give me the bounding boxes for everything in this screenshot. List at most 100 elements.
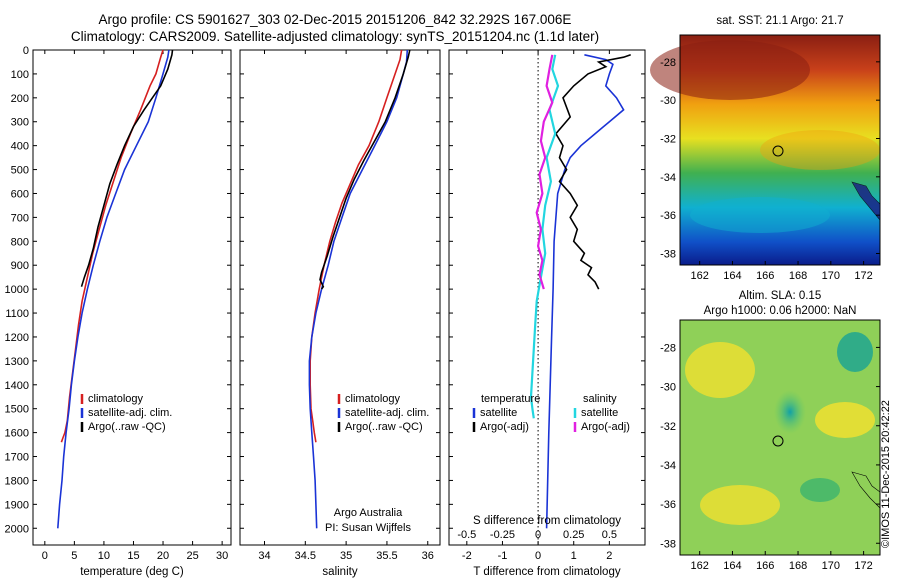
depth-tick-label: 1500 bbox=[5, 404, 29, 416]
temperature-xtick-label: 20 bbox=[157, 550, 169, 562]
salinity-xtick-label: 35 bbox=[340, 550, 352, 562]
depth-tick-label: 2000 bbox=[5, 523, 29, 535]
depth-tick-label: 0 bbox=[23, 45, 29, 57]
s-difference-tick-label: -0.25 bbox=[490, 529, 515, 541]
t-difference-tick-label: 1 bbox=[571, 550, 577, 562]
salinity-legend-label: Argo(..raw -QC) bbox=[345, 421, 423, 433]
sst_map-ytick-label: -36 bbox=[660, 210, 676, 222]
salinity-xtick-label: 34 bbox=[258, 550, 270, 562]
figure-title-line2: Climatology: CARS2009. Satellite-adjuste… bbox=[70, 29, 600, 44]
sla-map-subtitle: Argo h1000: 0.06 h2000: NaN bbox=[703, 305, 857, 317]
sla-map: 162 164 166 168 170 172 -28 -30 -32 -34 -36 -38 bbox=[660, 319, 881, 572]
sla_map-xtick-label: 172 bbox=[854, 560, 872, 572]
depth-tick-label: 1900 bbox=[5, 499, 29, 511]
depth-tick-label: 800 bbox=[11, 236, 29, 248]
t-difference-tick-label: 2 bbox=[606, 550, 612, 562]
temperature-xtick-label: 10 bbox=[98, 550, 110, 562]
depth-tick-label: 500 bbox=[11, 165, 29, 177]
legend-header-temperature: temperature bbox=[481, 393, 540, 405]
s-difference-tick-label: 0.25 bbox=[563, 529, 584, 541]
sst_map-ytick-label: -32 bbox=[660, 134, 676, 146]
sla_map-ytick-label: -36 bbox=[660, 499, 676, 511]
sst_map-ytick-label: -28 bbox=[660, 57, 676, 69]
temperature-xtick-label: 30 bbox=[216, 550, 228, 562]
difference-legend-label: Argo(-adj) bbox=[480, 421, 529, 433]
argo-location-marker bbox=[772, 145, 784, 157]
sst_map-ytick-label: -30 bbox=[660, 95, 676, 107]
sst_map-xtick-label: 170 bbox=[822, 270, 840, 282]
salinity-frame bbox=[239, 49, 441, 546]
depth-tick-label: 100 bbox=[11, 69, 29, 81]
imos-timestamp: ©IMOS 11-Dec-2015 20:42:22 bbox=[880, 400, 892, 548]
sst_map-xtick-label: 164 bbox=[723, 270, 741, 282]
temperature-legend-label: climatology bbox=[88, 393, 144, 405]
series-satellite-adj-clim- bbox=[308, 49, 409, 529]
sst_map-ytick-label: -38 bbox=[660, 249, 676, 261]
temperature-legend-label: satellite-adj. clim. bbox=[88, 407, 172, 419]
depth-tick-label: 1000 bbox=[5, 284, 29, 296]
temperature-xtick-label: 0 bbox=[42, 550, 48, 562]
sst-map-title: sat. SST: 21.1 Argo: 21.7 bbox=[716, 15, 844, 27]
depth-tick-label: 600 bbox=[11, 188, 29, 200]
temperature-frame bbox=[32, 49, 232, 546]
legend-header-salinity: salinity bbox=[583, 393, 617, 405]
sst_map-xtick-label: 168 bbox=[789, 270, 807, 282]
depth-tick-label: 400 bbox=[11, 141, 29, 153]
salinity-panel: 34 34.5 35 35.5 36 climatology satellite-adj. … bbox=[239, 49, 441, 578]
series-argo-raw-qc- bbox=[319, 49, 411, 290]
s-difference-axis-label: S difference from climatology bbox=[473, 515, 621, 527]
salinity-legend-label: climatology bbox=[345, 393, 401, 405]
t-difference-axis-label: T difference from climatology bbox=[473, 566, 620, 578]
t-difference-tick-label: 0 bbox=[535, 550, 541, 562]
sla_map-xtick-label: 164 bbox=[723, 560, 741, 572]
argo-location-marker-sla bbox=[772, 435, 784, 447]
s-difference-tick-label: 0.5 bbox=[602, 529, 617, 541]
sst_map-xtick-label: 166 bbox=[756, 270, 774, 282]
series-argo-raw-qc- bbox=[80, 49, 174, 287]
series-climatology bbox=[309, 49, 403, 443]
difference-panel: -2 -1 0 1 2 -0.5 -0.25 0 0.25 0.5 temperature salin… bbox=[448, 49, 646, 578]
salinity-xtick-label: 36 bbox=[422, 550, 434, 562]
salinity-xtick-label: 34.5 bbox=[295, 550, 316, 562]
depth-tick-label: 1700 bbox=[5, 452, 29, 464]
series-satellite-adj-clim- bbox=[57, 49, 170, 529]
depth-tick-label: 1600 bbox=[5, 428, 29, 440]
t-difference-tick-label: -2 bbox=[462, 550, 472, 562]
sla_map-xtick-label: 168 bbox=[789, 560, 807, 572]
temperature-xtick-label: 25 bbox=[186, 550, 198, 562]
depth-tick-label: 900 bbox=[11, 260, 29, 272]
sst-map: 162 164 166 168 170 172 -28 -30 -32 -34 -36 -38 bbox=[650, 34, 881, 282]
sst_map-xtick-label: 162 bbox=[690, 270, 708, 282]
difference-legend-label: Argo(-adj) bbox=[581, 421, 630, 433]
sla_map-ytick-label: -38 bbox=[660, 538, 676, 550]
series-temperature-argo-adj- bbox=[554, 54, 631, 290]
difference-legend-label: satellite bbox=[480, 407, 517, 419]
argo-australia-label: Argo Australia bbox=[334, 507, 403, 519]
sla_map-ytick-label: -32 bbox=[660, 421, 676, 433]
depth-tick-label: 1400 bbox=[5, 380, 29, 392]
pi-name-label: PI: Susan Wijffels bbox=[325, 522, 411, 534]
depth-tick-label: 1800 bbox=[5, 475, 29, 487]
series-salinity-argo-adj- bbox=[535, 54, 554, 290]
sla_map-xtick-label: 166 bbox=[756, 560, 774, 572]
temperature-panel: 0 5 10 15 20 25 300100200300400500600700800900… bbox=[5, 45, 232, 578]
difference-legend-label: satellite bbox=[581, 407, 618, 419]
difference-frame bbox=[448, 49, 646, 546]
sla_map-xtick-label: 170 bbox=[822, 560, 840, 572]
depth-tick-label: 1200 bbox=[5, 332, 29, 344]
depth-tick-label: 200 bbox=[11, 93, 29, 105]
s-difference-tick-label: -0.5 bbox=[457, 529, 476, 541]
temperature-axis-label: temperature (deg C) bbox=[80, 566, 184, 578]
depth-tick-label: 1300 bbox=[5, 356, 29, 368]
sst_map-ytick-label: -34 bbox=[660, 172, 676, 184]
sla_map-xtick-label: 162 bbox=[690, 560, 708, 572]
depth-tick-label: 1100 bbox=[5, 308, 29, 320]
t-difference-tick-label: -1 bbox=[498, 550, 508, 562]
salinity-xtick-label: 35.5 bbox=[376, 550, 397, 562]
sla_map-ytick-label: -30 bbox=[660, 382, 676, 394]
temperature-xtick-label: 15 bbox=[127, 550, 139, 562]
salinity-legend-label: satellite-adj. clim. bbox=[345, 407, 429, 419]
depth-tick-label: 300 bbox=[11, 117, 29, 129]
temperature-xtick-label: 5 bbox=[71, 550, 77, 562]
